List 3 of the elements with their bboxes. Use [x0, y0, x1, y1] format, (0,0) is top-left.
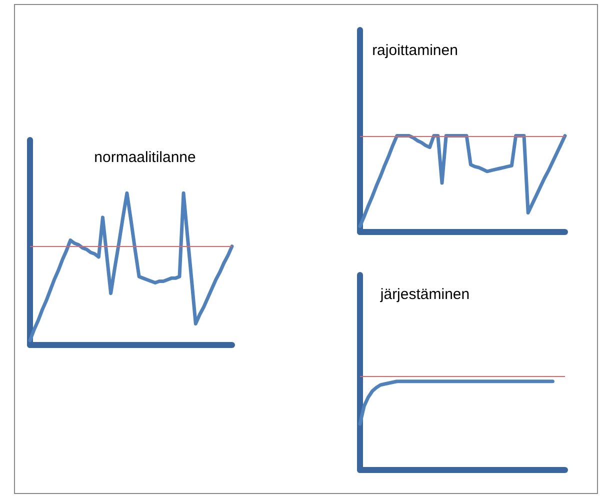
chart-title: normaalitilanne: [94, 149, 196, 166]
chart-title: rajoittaminen: [372, 42, 458, 59]
chart-title: järjestäminen: [379, 286, 470, 303]
